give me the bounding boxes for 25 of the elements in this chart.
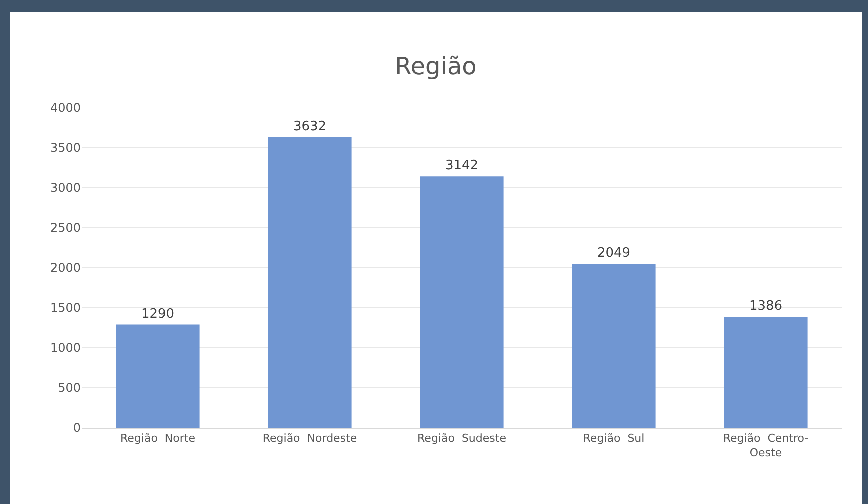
y-tick-label: 1500 — [50, 301, 81, 316]
y-tick-label: 3500 — [50, 141, 81, 156]
x-tick-label: Região Nordeste — [262, 432, 358, 446]
x-tick-label: Região Sudeste — [418, 432, 507, 446]
y-tick-label: 2500 — [50, 221, 81, 236]
y-tick-label: 0 — [73, 421, 81, 436]
y-tick-label: 500 — [58, 381, 81, 396]
data-label: 1290 — [141, 306, 175, 322]
bar — [116, 324, 200, 428]
data-label: 1386 — [749, 299, 783, 314]
data-label: 3142 — [445, 158, 479, 174]
y-tick-label: 3000 — [50, 181, 81, 196]
data-label: 3632 — [293, 119, 327, 134]
bar — [724, 317, 808, 428]
bar — [572, 264, 656, 428]
x-tick-label: Região Centro-Oeste — [723, 432, 809, 460]
y-tick-label: 4000 — [50, 101, 81, 116]
bar — [420, 176, 504, 428]
bar — [268, 137, 352, 428]
data-label: 2049 — [597, 246, 631, 262]
x-tick-label: Região Sul — [583, 432, 645, 446]
y-tick-label: 1000 — [50, 341, 81, 356]
chart-title: Região — [395, 52, 477, 81]
y-tick-label: 2000 — [50, 261, 81, 276]
x-tick-label: Região Norte — [120, 432, 196, 446]
